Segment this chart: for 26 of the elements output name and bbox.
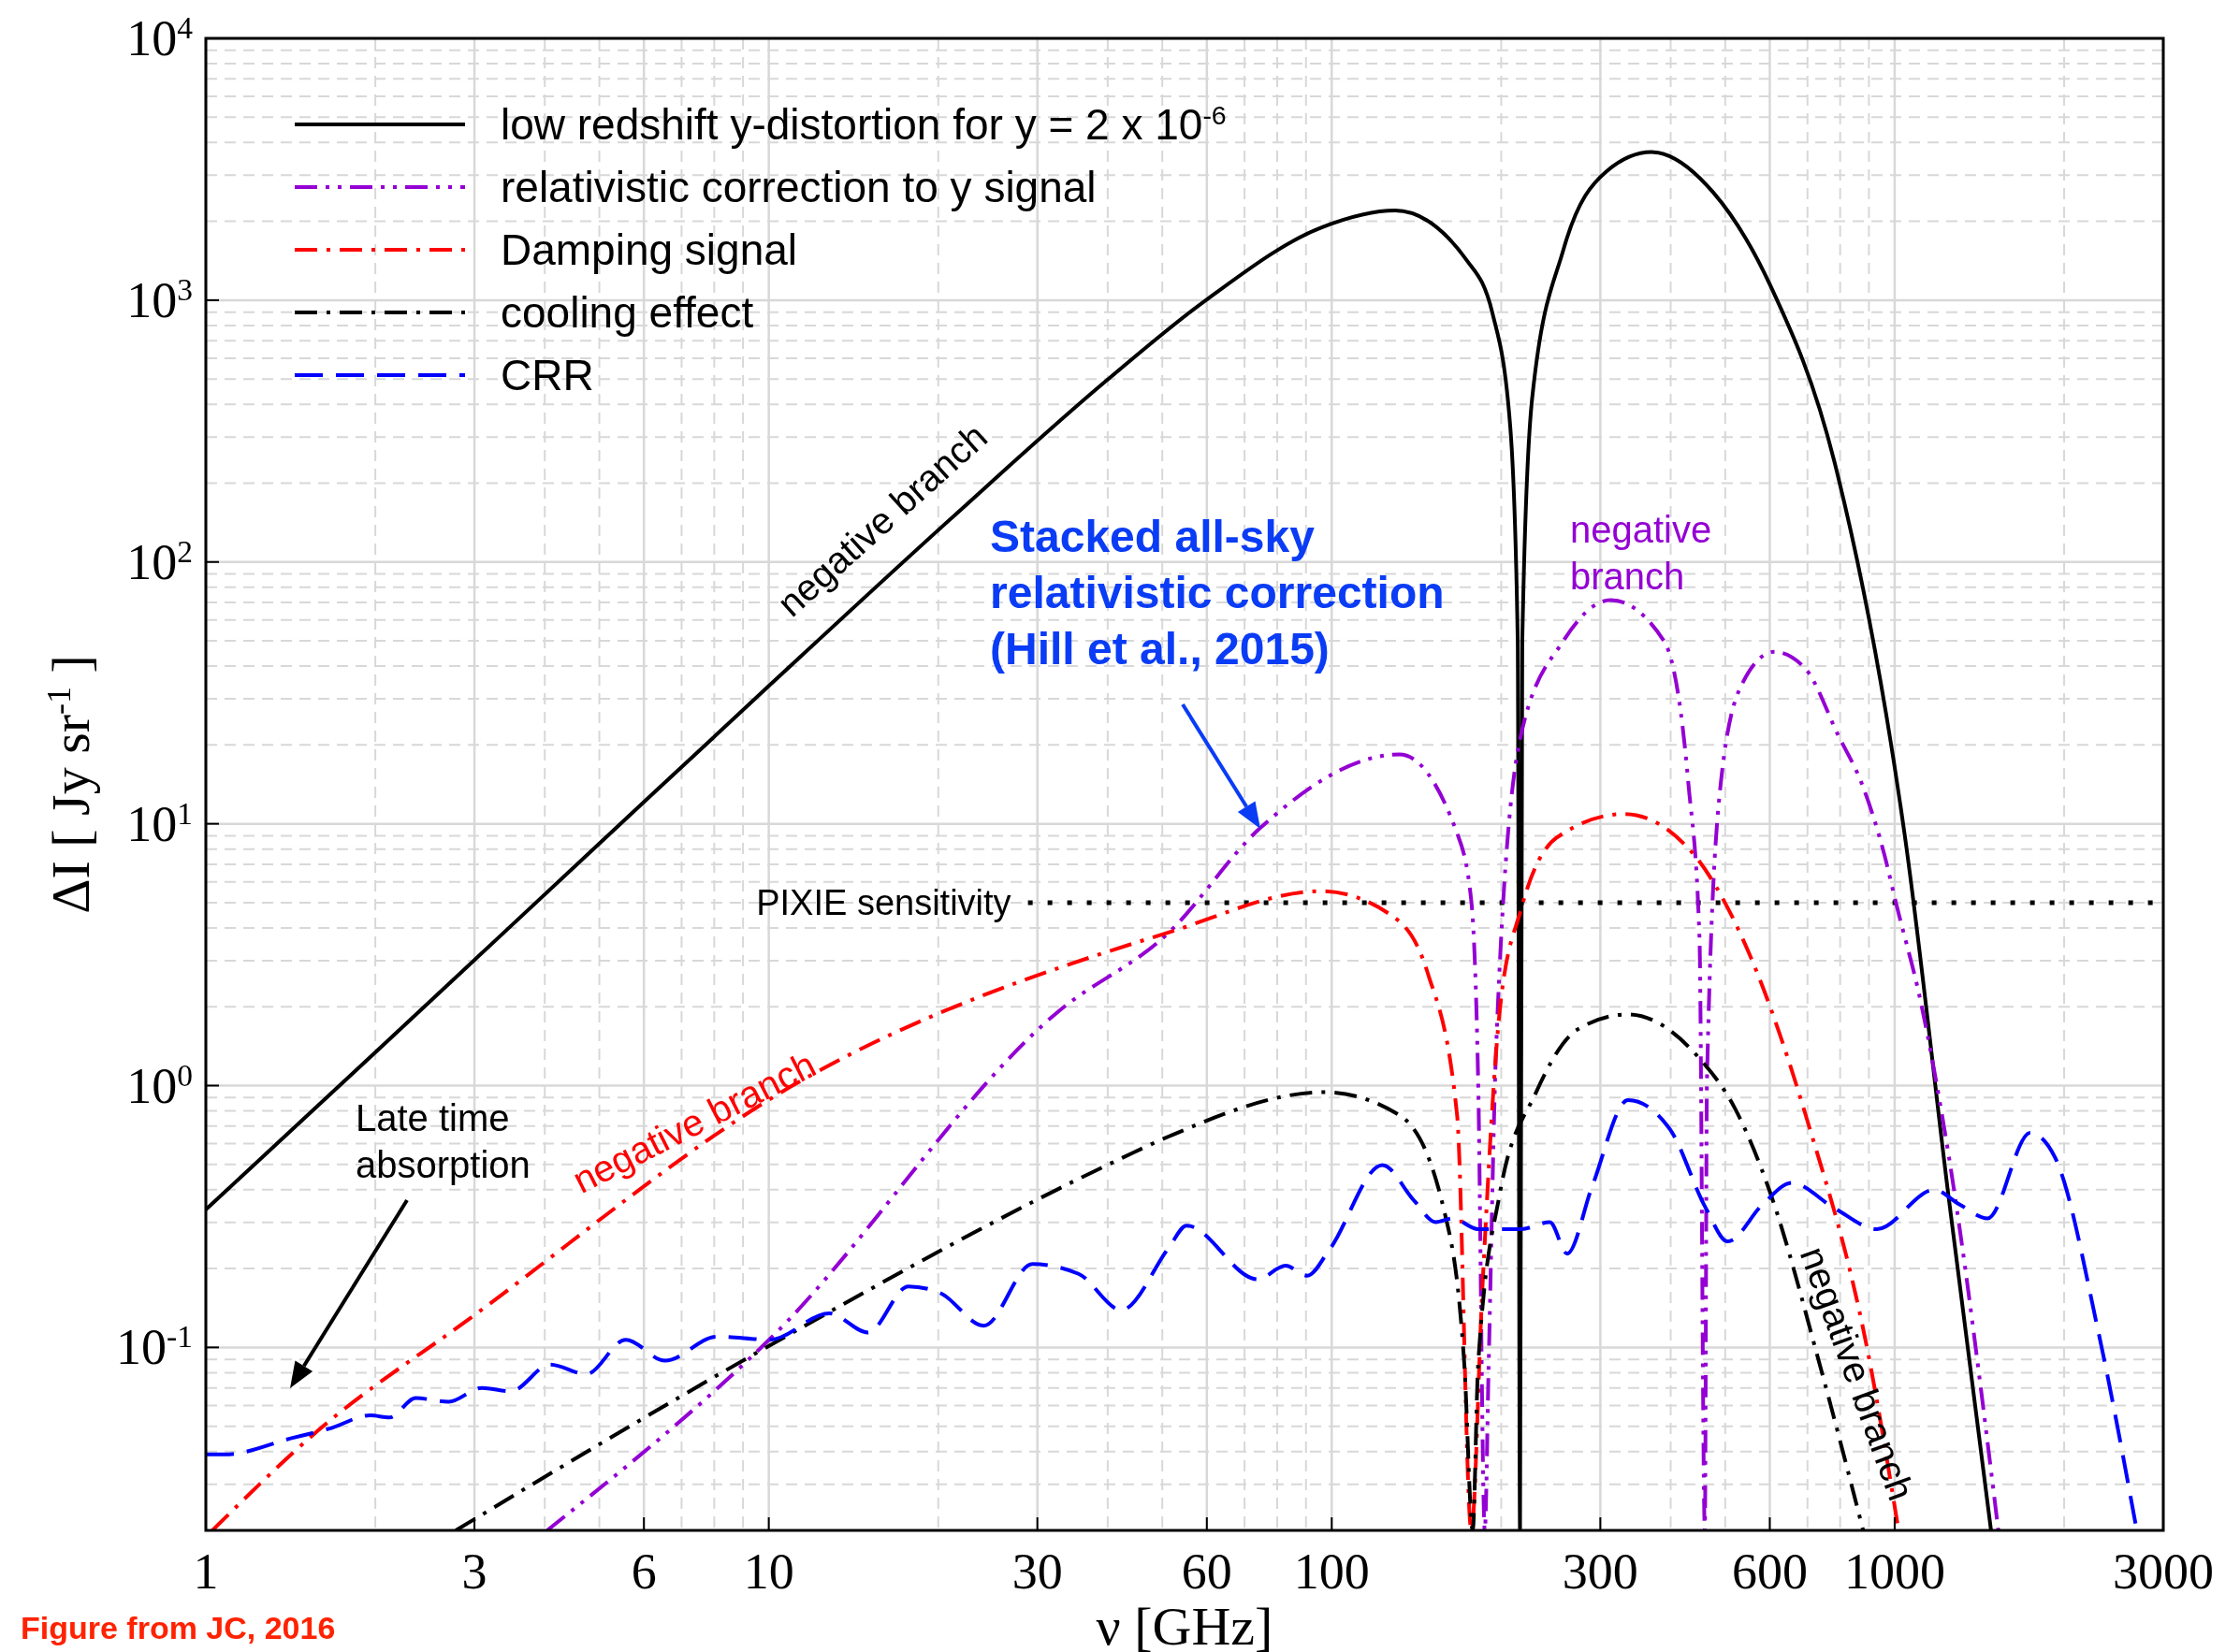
- y-tick-label: 10$^{3}$: [126, 271, 193, 328]
- y-tick-label: 10$^{2}$: [126, 533, 193, 590]
- annotation: negative branch: [1570, 509, 1712, 597]
- legend-label: low redshift y-distortion for y = 2 x 10$^{-6}$: [501, 100, 1227, 149]
- x-tick-label: 30: [1011, 1543, 1063, 1600]
- x-tick-label: 6: [631, 1543, 657, 1600]
- x-tick-label: 10: [743, 1543, 794, 1600]
- x-tick-label: 3000: [2113, 1543, 2214, 1600]
- annotation: Stacked all-sky relativistic correction (Hill et al., 2015): [990, 512, 1445, 674]
- x-tick-label: 600: [1731, 1543, 1808, 1600]
- x-tick-label: 1: [193, 1543, 219, 1600]
- legend-label: CRR: [501, 351, 594, 399]
- legend-label: cooling effect: [501, 288, 754, 337]
- legend-label: relativistic correction to y signal: [501, 163, 1097, 211]
- ref-line-label: PIXIE sensitivity: [756, 882, 1011, 922]
- text: Figure from JC, 2016: [21, 1610, 336, 1645]
- y-tick-label: 10$^{-1}$: [116, 1318, 193, 1376]
- x-tick-label: 100: [1293, 1543, 1370, 1600]
- y-tick-label: 10$^{4}$: [126, 9, 194, 66]
- x-tick-label: 3: [461, 1543, 487, 1600]
- y-tick-label: 10$^{1}$: [126, 795, 193, 852]
- x-tick-label: 300: [1562, 1543, 1638, 1600]
- legend-label: Damping signal: [501, 225, 798, 274]
- y-tick-label: 10$^{0}$: [126, 1057, 193, 1114]
- annotation: Late time absorption: [356, 1097, 531, 1185]
- x-tick-label: 1000: [1843, 1543, 1945, 1600]
